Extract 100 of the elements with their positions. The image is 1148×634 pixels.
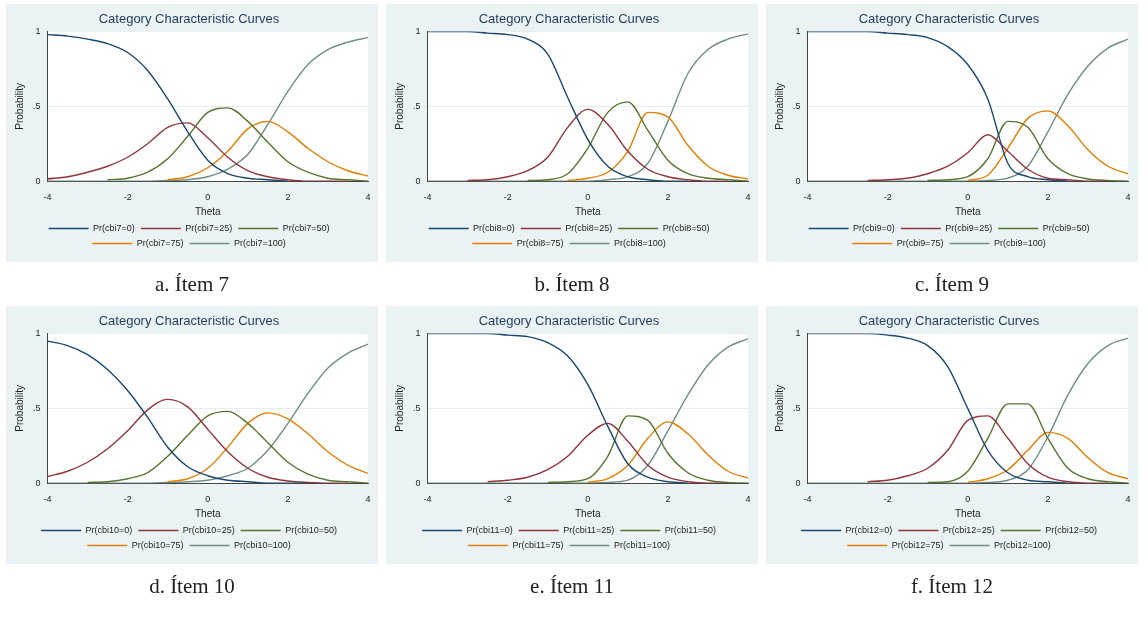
x-tick-label: 0 — [965, 494, 971, 505]
x-tick-label: 2 — [285, 494, 291, 505]
line-series — [526, 101, 748, 182]
legend-label: Pr(cbi7=75) — [136, 237, 184, 248]
y-tick-label: .5 — [412, 402, 421, 413]
x-axis-title: Theta — [194, 507, 221, 519]
x-tick-label: 2 — [285, 192, 291, 203]
legend-label: Pr(cbi10=75) — [131, 539, 184, 550]
y-axis-title: Probability — [13, 385, 25, 432]
legend-label: Pr(cbi9=50) — [1042, 222, 1090, 233]
x-axis-title: Theta — [954, 507, 981, 519]
legend-label: Pr(cbi8=100) — [614, 237, 666, 248]
legend-label: Pr(cbi9=25) — [945, 222, 993, 233]
text: d. Ítem 10 — [149, 573, 235, 600]
text: b. Ítem 8 — [534, 271, 610, 298]
legend-label: Pr(cbi10=0) — [85, 524, 133, 535]
y-axis-title: Probability — [773, 83, 785, 130]
x-tick-label: -2 — [123, 192, 132, 203]
line-series — [166, 412, 368, 483]
line-series — [86, 410, 368, 484]
legend-label: Pr(cbi7=50) — [282, 222, 330, 233]
y-tick-label: 0 — [795, 477, 801, 488]
x-tick-label: -2 — [883, 494, 892, 505]
x-tick-label: 2 — [665, 494, 671, 505]
legend-label: Pr(cbi12=75) — [891, 539, 944, 550]
chart-title: Category Characteristic Curves — [478, 313, 660, 329]
x-axis-title: Theta — [194, 205, 221, 217]
x-tick-label: 4 — [365, 494, 371, 505]
legend-label: Pr(cbi12=25) — [942, 524, 995, 535]
legend-label: Pr(cbi8=0) — [473, 222, 515, 233]
y-tick-label: 1 — [415, 328, 421, 339]
y-tick-label: 0 — [415, 477, 421, 488]
y-tick-label: 1 — [35, 328, 41, 339]
legend-label: Pr(cbi12=50) — [1045, 524, 1097, 535]
text: c. Ítem 9 — [914, 271, 990, 298]
y-tick-label: 1 — [35, 26, 41, 37]
legend-label: Pr(cbi9=0) — [853, 222, 895, 233]
x-tick-label: -2 — [503, 192, 512, 203]
text: f. Ítem 12 — [910, 573, 994, 600]
y-axis-title: Probability — [393, 385, 405, 432]
x-tick-label: -2 — [123, 494, 132, 505]
y-tick-label: .5 — [32, 402, 41, 413]
x-tick-label: -2 — [503, 494, 512, 505]
x-tick-label: -4 — [423, 494, 432, 505]
line-series — [567, 111, 748, 182]
x-tick-label: 4 — [365, 192, 371, 203]
x-tick-label: 2 — [665, 192, 671, 203]
x-tick-label: -4 — [43, 192, 52, 203]
legend-label: Pr(cbi10=100) — [234, 539, 291, 550]
y-axis-title: Probability — [13, 83, 25, 130]
y-axis-title: Probability — [393, 83, 405, 130]
chart-title: Category Characteristic Curves — [98, 313, 280, 329]
legend-label: Pr(cbi9=75) — [896, 237, 944, 248]
x-tick-label: 2 — [1045, 494, 1051, 505]
line-series — [967, 431, 1128, 484]
legend-label: Pr(cbi7=100) — [234, 237, 286, 248]
x-tick-label: 4 — [1125, 192, 1131, 203]
x-axis-title: Theta — [574, 507, 601, 519]
x-axis-title: Theta — [954, 205, 981, 217]
legend-label: Pr(cbi11=100) — [614, 539, 671, 550]
line-series — [587, 421, 748, 484]
chart-title: Category Characteristic Curves — [478, 11, 660, 27]
line-series — [546, 415, 748, 484]
legend-label: Pr(cbi9=100) — [994, 237, 1046, 248]
x-tick-label: 0 — [205, 494, 211, 505]
x-tick-label: 4 — [745, 494, 751, 505]
x-tick-label: -4 — [43, 494, 52, 505]
legend-label: Pr(cbi11=0) — [466, 524, 513, 535]
x-tick-label: 4 — [745, 192, 751, 203]
x-tick-label: 0 — [585, 192, 591, 203]
text: e. Ítem 11 — [530, 573, 614, 600]
y-tick-label: .5 — [792, 402, 801, 413]
legend-label: Pr(cbi11=25) — [563, 524, 615, 535]
legend-label: Pr(cbi7=0) — [93, 222, 135, 233]
legend-label: Pr(cbi8=25) — [565, 222, 613, 233]
x-tick-label: 0 — [585, 494, 591, 505]
y-axis-title: Probability — [773, 385, 785, 432]
y-tick-label: 0 — [795, 175, 801, 186]
y-tick-label: 0 — [35, 175, 41, 186]
line-series — [926, 403, 1128, 484]
legend-label: Pr(cbi12=0) — [845, 524, 893, 535]
y-tick-label: .5 — [32, 100, 41, 111]
x-tick-label: 0 — [205, 192, 211, 203]
legend-label: Pr(cbi8=75) — [516, 237, 564, 248]
legend-label: Pr(cbi11=50) — [664, 524, 716, 535]
x-tick-label: 2 — [1045, 192, 1051, 203]
chart-title: Category Characteristic Curves — [858, 313, 1040, 329]
y-tick-label: 1 — [415, 26, 421, 37]
y-tick-label: .5 — [792, 100, 801, 111]
y-tick-label: 0 — [35, 477, 41, 488]
legend-label: Pr(cbi7=25) — [185, 222, 233, 233]
legend-label: Pr(cbi10=25) — [182, 524, 235, 535]
y-tick-label: 1 — [795, 26, 801, 37]
x-tick-label: -4 — [423, 192, 432, 203]
x-tick-label: 0 — [965, 192, 971, 203]
line-series — [166, 120, 368, 181]
x-tick-label: 4 — [1125, 494, 1131, 505]
legend-label: Pr(cbi10=50) — [285, 524, 337, 535]
legend-label: Pr(cbi8=50) — [662, 222, 710, 233]
line-series — [106, 107, 368, 182]
